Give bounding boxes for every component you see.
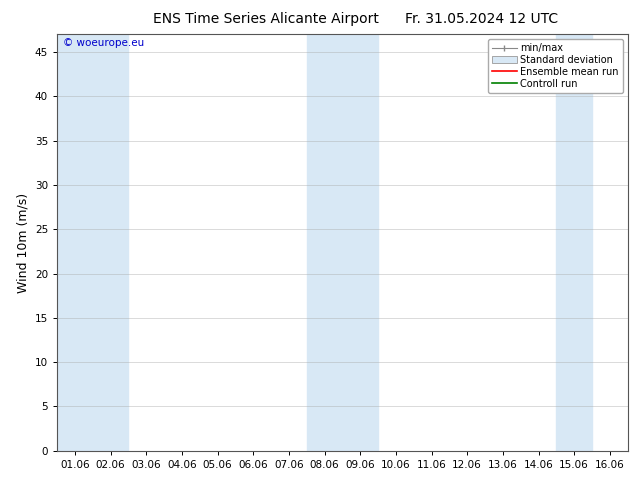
Text: © woeurope.eu: © woeurope.eu — [63, 38, 144, 49]
Y-axis label: Wind 10m (m/s): Wind 10m (m/s) — [16, 193, 29, 293]
Bar — [342, 34, 378, 451]
Bar — [93, 34, 128, 451]
Bar — [307, 34, 342, 451]
Bar — [57, 34, 93, 451]
Bar — [557, 34, 592, 451]
Text: ENS Time Series Alicante Airport: ENS Time Series Alicante Airport — [153, 12, 379, 26]
Text: Fr. 31.05.2024 12 UTC: Fr. 31.05.2024 12 UTC — [405, 12, 559, 26]
Legend: min/max, Standard deviation, Ensemble mean run, Controll run: min/max, Standard deviation, Ensemble me… — [488, 39, 623, 93]
